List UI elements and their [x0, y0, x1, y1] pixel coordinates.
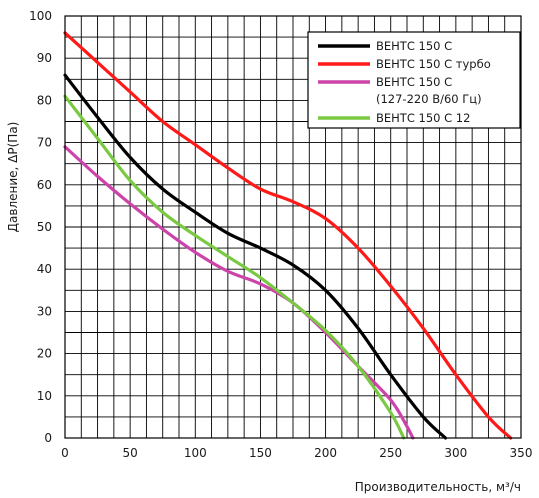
- x-tick-labels: 0 50 100 150 200 250 300 350: [61, 446, 532, 460]
- legend-label: ВЕНТС 150 С турбо: [376, 57, 491, 71]
- legend-label: (127-220 В/60 Гц): [376, 92, 482, 106]
- series-line-0: [63, 73, 448, 440]
- y-axis-title: Давление, ΔP(Па): [6, 122, 20, 233]
- x-axis-title: Производительность, м³/ч: [355, 480, 521, 494]
- plot-frame: [64, 15, 522, 439]
- y-tick-label: 70: [37, 136, 52, 150]
- x-tick-label: 350: [510, 446, 533, 460]
- y-tick-label: 80: [37, 93, 52, 107]
- y-tick-label: 40: [37, 262, 52, 276]
- y-tick-label: 90: [37, 51, 52, 65]
- legend: ВЕНТС 150 С ВЕНТС 150 С турбо ВЕНТС 150 С (…: [307, 31, 521, 129]
- x-tick-label: 150: [249, 446, 272, 460]
- y-tick-label: 60: [37, 178, 52, 192]
- y-tick-label: 10: [37, 389, 52, 403]
- legend-label: ВЕНТС 150 С: [376, 75, 452, 89]
- x-tick-label: 200: [314, 446, 337, 460]
- series-line-3: [63, 94, 406, 440]
- y-tick-label: 20: [37, 347, 52, 361]
- x-tick-label: 50: [123, 446, 138, 460]
- y-tick-label: 30: [37, 304, 52, 318]
- legend-label: ВЕНТС 150 С: [376, 39, 452, 53]
- legend-box: [307, 31, 521, 129]
- x-tick-label: 100: [184, 446, 207, 460]
- y-tick-label: 50: [37, 220, 52, 234]
- series-line-2: [63, 145, 415, 440]
- y-tick-label: 100: [29, 9, 52, 23]
- legend-label: ВЕНТС 150 С 12: [376, 111, 470, 125]
- series-lines: [63, 31, 513, 440]
- x-tick-label: 300: [444, 446, 467, 460]
- x-tick-label: 0: [61, 446, 69, 460]
- x-tick-label: 250: [379, 446, 402, 460]
- series-line-1: [63, 31, 513, 440]
- y-tick-labels: 0 10 20 30 40 50 60 70 80 90 100: [29, 9, 52, 445]
- y-tick-label: 0: [44, 431, 52, 445]
